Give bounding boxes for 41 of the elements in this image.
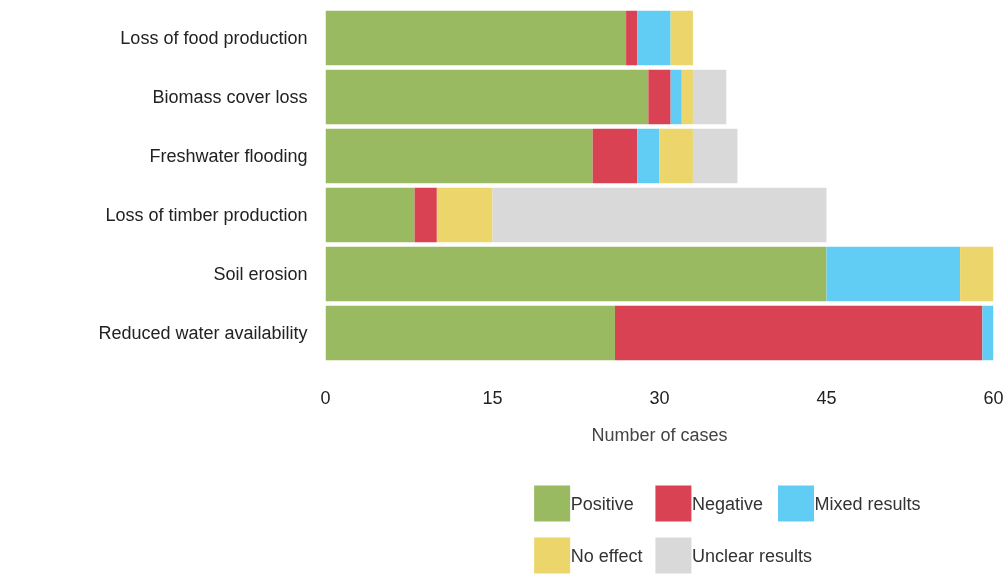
x-tick-label: 45 <box>816 387 837 408</box>
bar <box>325 69 649 125</box>
bar <box>436 187 493 243</box>
legend-label: Unclear results <box>691 545 813 566</box>
bar <box>670 69 682 125</box>
bar <box>670 10 693 66</box>
bar <box>692 128 738 184</box>
bar <box>614 305 983 361</box>
x-tick-label: 60 <box>983 387 1004 408</box>
bar <box>325 187 415 243</box>
bar <box>626 10 638 66</box>
bar <box>659 128 693 184</box>
bar <box>826 246 961 302</box>
bar <box>681 69 693 125</box>
x-tick-label: 0 <box>320 387 331 408</box>
bar <box>960 246 994 302</box>
legend-label: Mixed results <box>814 493 921 514</box>
bar <box>637 10 671 66</box>
x-tick-label: 15 <box>482 387 503 408</box>
bar <box>637 128 660 184</box>
x-axis-title: Number of cases <box>591 424 728 445</box>
y-tick-label: Loss of timber production <box>105 205 308 225</box>
x-tick-label: 30 <box>649 387 670 408</box>
y-tick-label: Freshwater flooding <box>149 146 308 166</box>
bar <box>325 128 593 184</box>
bar <box>648 69 671 125</box>
y-tick-label: Biomass cover loss <box>152 87 308 107</box>
y-tick-label: Loss of food production <box>120 28 308 48</box>
bar <box>492 187 827 243</box>
y-tick-label: Soil erosion <box>213 264 308 284</box>
y-tick-label: Reduced water availability <box>98 323 308 343</box>
bar <box>982 305 994 361</box>
legend-label: Negative <box>691 493 764 514</box>
bar <box>692 69 727 125</box>
bar <box>325 305 615 361</box>
bar <box>592 128 638 184</box>
legend-label: No effect <box>570 545 643 566</box>
bar <box>325 10 627 66</box>
bar <box>414 187 437 243</box>
legend-label: Positive <box>570 493 634 514</box>
bar <box>325 246 827 302</box>
